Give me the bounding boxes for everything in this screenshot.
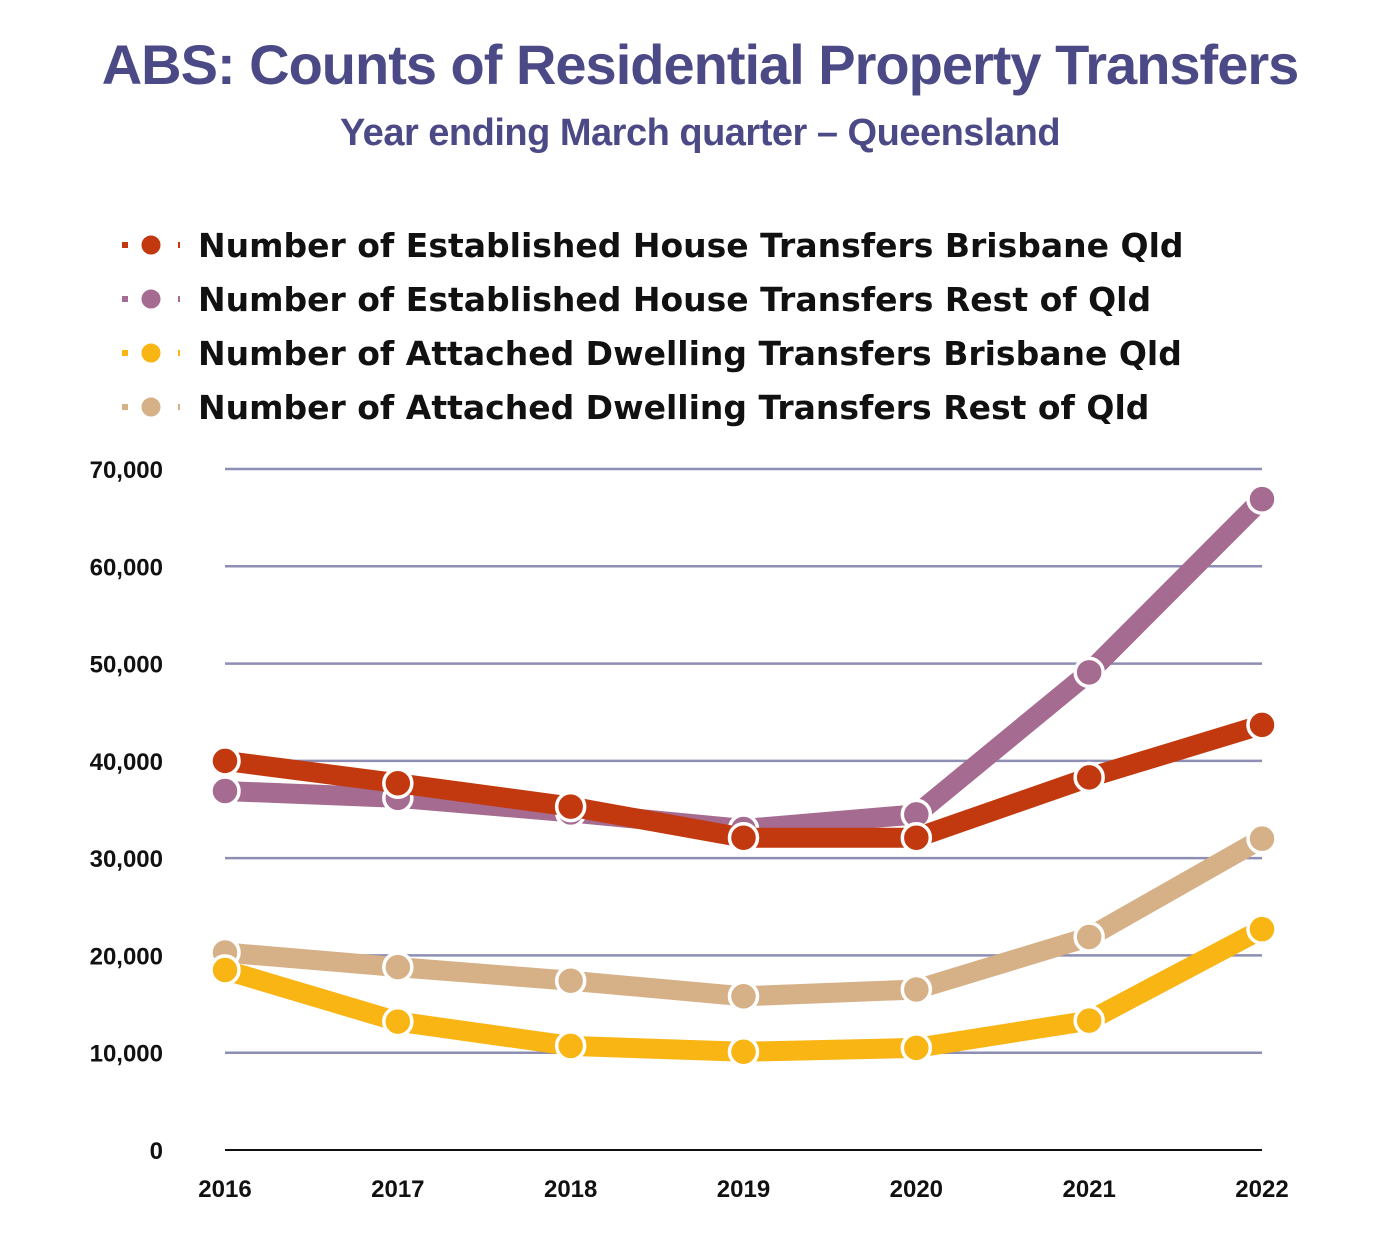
legend-label: Number of Attached Dwelling Transfers Br… bbox=[198, 333, 1182, 373]
y-tick-label: 60,000 bbox=[90, 554, 163, 581]
legend-label: Number of Established House Transfers Br… bbox=[198, 225, 1184, 265]
data-point bbox=[554, 964, 587, 997]
x-tick-label: 2016 bbox=[198, 1176, 251, 1203]
legend-item: Number of Attached Dwelling Transfers Re… bbox=[120, 380, 1320, 434]
chart-subtitle: Year ending March quarter – Queensland bbox=[339, 112, 1061, 154]
legend-swatch-icon bbox=[122, 340, 180, 366]
legend-swatch-icon bbox=[122, 286, 180, 312]
legend-label: Number of Established House Transfers Re… bbox=[198, 279, 1152, 319]
y-tick-label: 70,000 bbox=[90, 457, 163, 484]
legend-label: Number of Attached Dwelling Transfers Re… bbox=[198, 387, 1150, 427]
x-tick-label: 2021 bbox=[1062, 1176, 1115, 1203]
data-point bbox=[1246, 822, 1278, 855]
x-tick-label: 2018 bbox=[544, 1176, 597, 1203]
x-tick-label: 2019 bbox=[717, 1176, 770, 1203]
y-tick-label: 0 bbox=[150, 1138, 163, 1165]
data-point bbox=[554, 1030, 587, 1062]
data-point bbox=[382, 767, 414, 799]
chart-title: ABS: Counts of Residential Property Tran… bbox=[101, 33, 1300, 96]
series-3 bbox=[209, 822, 1278, 1013]
data-point bbox=[382, 1005, 414, 1038]
data-point bbox=[727, 980, 760, 1013]
data-point bbox=[727, 821, 760, 854]
series-group bbox=[209, 483, 1278, 1068]
y-axis: 0 10,000 20,000 30,000 40,000 50,000 60,000 70,… bbox=[90, 457, 163, 1165]
legend-swatch-icon bbox=[122, 232, 180, 258]
data-point bbox=[1073, 921, 1105, 953]
data-point bbox=[900, 973, 933, 1006]
x-axis: 2016 2017 2018 2019 2020 2021 2022 bbox=[198, 1176, 1288, 1203]
data-point bbox=[1246, 913, 1278, 945]
y-tick-label: 30,000 bbox=[90, 846, 163, 873]
data-point bbox=[209, 745, 241, 777]
data-point bbox=[1246, 709, 1278, 741]
data-point bbox=[554, 790, 587, 823]
x-tick-label: 2022 bbox=[1235, 1176, 1288, 1203]
legend: Number of Established House Transfers Br… bbox=[120, 218, 1320, 434]
legend-item: Number of Attached Dwelling Transfers Br… bbox=[120, 326, 1320, 380]
series-2 bbox=[209, 913, 1278, 1068]
y-tick-label: 50,000 bbox=[90, 652, 163, 679]
legend-item: Number of Established House Transfers Re… bbox=[120, 272, 1320, 326]
data-point bbox=[1073, 656, 1105, 689]
data-point bbox=[1073, 1004, 1105, 1037]
data-point bbox=[1073, 761, 1105, 794]
data-point bbox=[900, 1032, 933, 1064]
data-point bbox=[1246, 483, 1278, 515]
data-point bbox=[900, 821, 933, 854]
legend-item: Number of Established House Transfers Br… bbox=[120, 218, 1320, 272]
y-tick-label: 20,000 bbox=[90, 943, 163, 970]
data-point bbox=[727, 1035, 760, 1068]
series-0 bbox=[209, 709, 1278, 854]
data-point bbox=[209, 775, 241, 807]
x-tick-label: 2017 bbox=[371, 1176, 424, 1203]
legend-swatch-icon bbox=[122, 394, 180, 420]
data-point bbox=[382, 951, 414, 983]
y-tick-label: 10,000 bbox=[90, 1041, 163, 1068]
x-tick-label: 2020 bbox=[890, 1176, 943, 1203]
series-line bbox=[215, 828, 1272, 1007]
data-point bbox=[209, 954, 241, 986]
y-tick-label: 40,000 bbox=[90, 749, 163, 776]
